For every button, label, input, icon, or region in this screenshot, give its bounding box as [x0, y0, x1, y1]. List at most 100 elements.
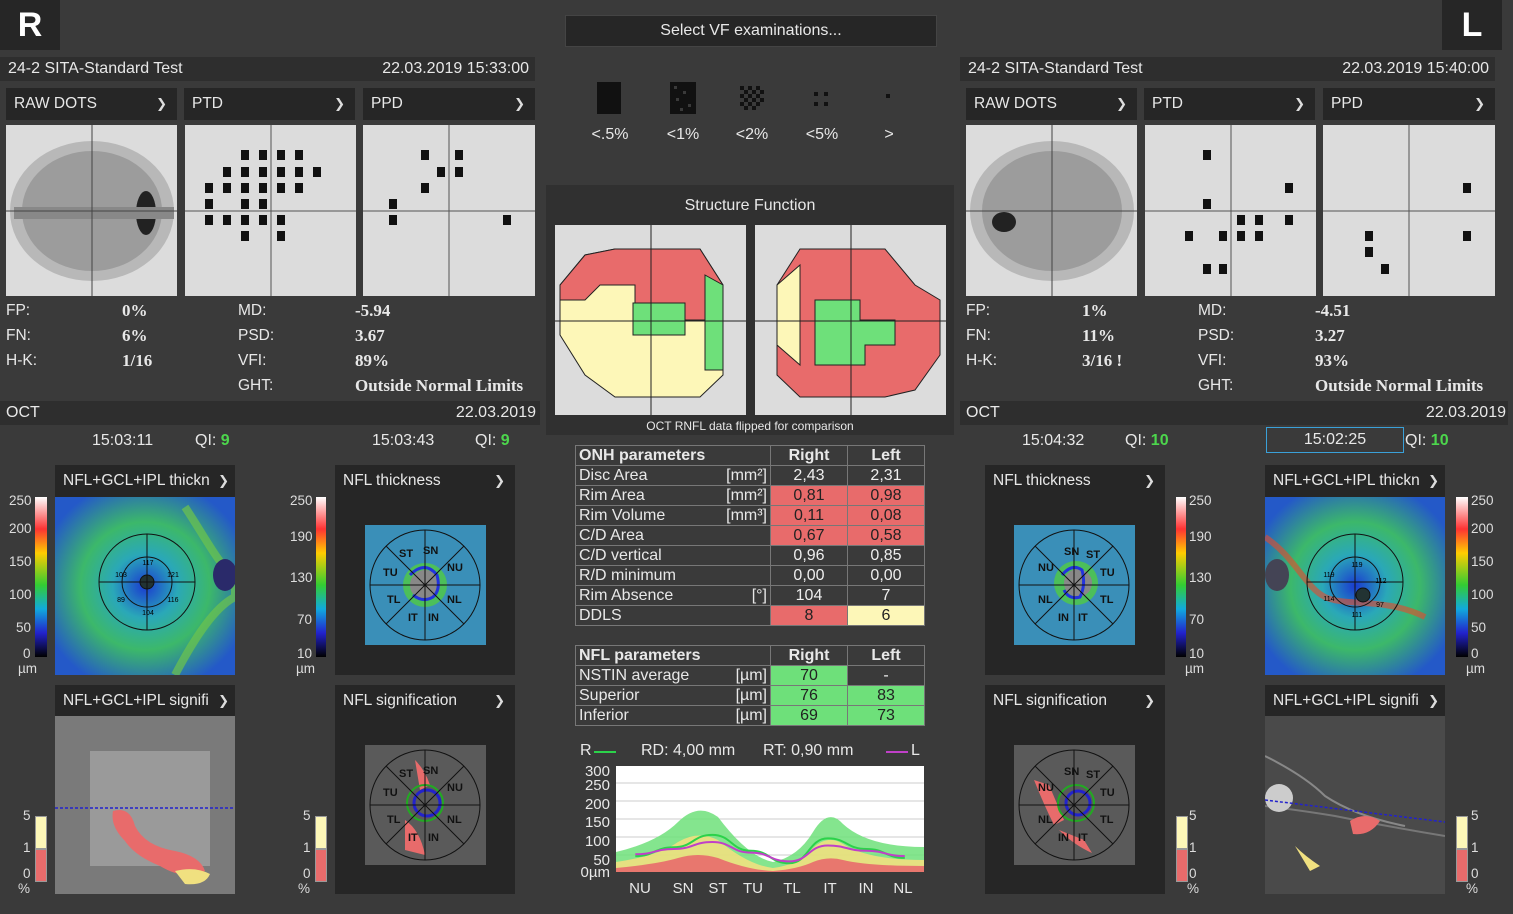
radius-label: RD: 4,00 mm	[641, 742, 736, 759]
md-label: MD:	[1198, 302, 1227, 319]
chevron-down-icon: ❯	[334, 96, 345, 111]
left-raw-dots-map	[966, 125, 1137, 296]
left-macula-thickness-dropdown[interactable]: NFL+GCL+IPL thickn ❯	[1265, 465, 1445, 497]
row-unit: [µm]	[722, 665, 771, 686]
right-macula-colorbar	[35, 497, 47, 657]
scale-label: 250	[1471, 493, 1494, 508]
fp-label: FP:	[6, 302, 31, 319]
dropdown-label: PTD	[192, 95, 223, 112]
right-macula-significance-dropdown[interactable]: NFL+GCL+IPL signifi ❯	[55, 685, 235, 717]
dropdown-label: PTD	[1152, 95, 1183, 112]
nfl-sector-label: NL	[1038, 594, 1053, 606]
column-header: Right	[770, 445, 848, 466]
left-value: 2,31	[847, 465, 925, 486]
psd-label: PSD:	[238, 327, 275, 344]
scale-label: 5	[1471, 808, 1479, 823]
left-value: 7	[847, 585, 925, 606]
vf-legend: <.5% <1% <2% <5% >	[580, 78, 920, 148]
right-scan2-qi-label: QI: 9	[475, 432, 510, 450]
structure-function-right-map	[555, 225, 746, 415]
row-label: C/D Area	[575, 525, 710, 546]
select-vf-examinations-button[interactable]: Select VF examinations...	[565, 15, 937, 47]
oct-label: OCT	[966, 404, 1000, 421]
nfl-sector-label: NU	[447, 562, 463, 574]
left-nfl-significance-dropdown[interactable]: NFL signification ❯	[985, 685, 1165, 717]
left-scan1-qi-label: QI: 10	[1125, 432, 1169, 450]
md-value: -5.94	[355, 301, 391, 320]
left-scan2-time-selected[interactable]: 15:02:25	[1266, 427, 1404, 453]
left-test-datetime: 22.03.2019 15:40:00	[1342, 60, 1489, 77]
row-label: Inferior	[574, 705, 723, 726]
macula-sector-value: 103	[115, 572, 127, 579]
psd-value: 3.27	[1315, 326, 1345, 345]
left-vf-dropdown-ptd[interactable]: PTD ❯	[1144, 88, 1315, 120]
nfl-sector-label: IN	[1058, 612, 1069, 624]
nfl-sector-label: TL	[1100, 594, 1114, 606]
left-value: 0,00	[847, 565, 925, 586]
chevron-down-icon: ❯	[494, 693, 505, 708]
scale-label: 250	[290, 493, 313, 508]
x-tick-label: TL	[783, 880, 801, 897]
right-scan2-time: 15:03:43	[372, 432, 435, 449]
left-vf-dropdown-ppd[interactable]: PPD ❯	[1323, 88, 1495, 120]
left-macula-significance-dropdown[interactable]: NFL+GCL+IPL signifi ❯	[1265, 685, 1445, 717]
dropdown-label: NFL thickness	[993, 472, 1091, 489]
left-nfl-significance-map: SN ST NU TU NL TL IN IT	[1014, 745, 1135, 865]
dropdown-label: PPD	[1331, 95, 1363, 112]
table-row: NSTIN average [µm] 70-	[574, 665, 925, 686]
scale-label: 130	[1189, 570, 1212, 585]
nfl-sector-label: TU	[1100, 567, 1115, 579]
right-macula-thickness-dropdown[interactable]: NFL+GCL+IPL thickn ❯	[55, 465, 235, 497]
nfl-sector-label: TU	[1100, 787, 1115, 799]
left-vf-dropdown-raw[interactable]: RAW DOTS ❯	[966, 88, 1137, 120]
y-tick-label: 100	[585, 833, 610, 850]
abnormal-band	[616, 855, 924, 872]
right-value: 0,81	[770, 485, 848, 506]
scale-label: 1	[303, 840, 311, 855]
scale-label: 200	[1471, 521, 1494, 536]
legend-label: <1%	[666, 126, 700, 143]
hk-value: 3/16 !	[1082, 351, 1123, 370]
left-nfl-thickness-dropdown[interactable]: NFL thickness ❯	[985, 465, 1165, 497]
ght-label: GHT:	[1198, 377, 1234, 394]
right-vf-dropdown-ppd[interactable]: PPD ❯	[363, 88, 535, 120]
macula-sector-value: 104	[142, 610, 154, 617]
x-tick-label: TU	[743, 880, 763, 897]
left-value: 0,58	[847, 525, 925, 546]
right-nfl-thickness-dropdown[interactable]: NFL thickness ❯	[335, 465, 515, 497]
right-macula-significance-map	[55, 716, 235, 894]
scale-unit: %	[1466, 881, 1479, 896]
psd-label: PSD:	[1198, 327, 1235, 344]
scale-label: 0	[303, 866, 311, 881]
left-test-name: 24-2 SITA-Standard Test	[968, 60, 1143, 77]
left-nfl-colorbar	[1176, 497, 1186, 657]
row-unit: [mm²]	[709, 485, 772, 506]
nfl-sector-label: NL	[447, 594, 462, 606]
macula-sector-value: 117	[142, 560, 153, 567]
nfl-sector-label: SN	[423, 545, 438, 557]
structure-function-note: OCT RNFL data flipped for comparison	[646, 419, 854, 433]
right-vf-dropdown-ptd[interactable]: PTD ❯	[184, 88, 355, 120]
left-series-label: L	[911, 742, 920, 759]
table-row: DDLS 8 6	[575, 605, 925, 626]
scale-unit: µm	[296, 661, 316, 676]
macula-sector-value: 111	[1352, 612, 1363, 619]
scale-label: 1	[1189, 840, 1197, 855]
right-scan1-time: 15:03:11	[92, 432, 154, 449]
scale-label: 100	[9, 587, 32, 602]
right-vf-dropdown-raw[interactable]: RAW DOTS ❯	[6, 88, 177, 120]
row-label: C/D vertical	[575, 545, 710, 566]
left-test-header: 24-2 SITA-Standard Test 22.03.2019 15:40…	[960, 57, 1495, 81]
ght-value: Outside Normal Limits	[1315, 376, 1484, 395]
structure-function-left-map	[755, 225, 946, 415]
right-nfl-significance-dropdown[interactable]: NFL signification ❯	[335, 685, 515, 717]
scale-label: 190	[290, 529, 313, 544]
nfl-sector-label: SN	[1064, 766, 1079, 778]
oct-date: 22.03.2019	[455, 404, 536, 421]
left-value: 0,85	[847, 545, 925, 566]
x-tick-label: SN	[673, 880, 694, 897]
dropdown-label: RAW DOTS	[974, 95, 1057, 112]
scale-label: 200	[9, 521, 32, 536]
qi-value: 10	[1150, 432, 1169, 449]
right-oct-header: OCT 22.03.2019	[0, 401, 540, 425]
